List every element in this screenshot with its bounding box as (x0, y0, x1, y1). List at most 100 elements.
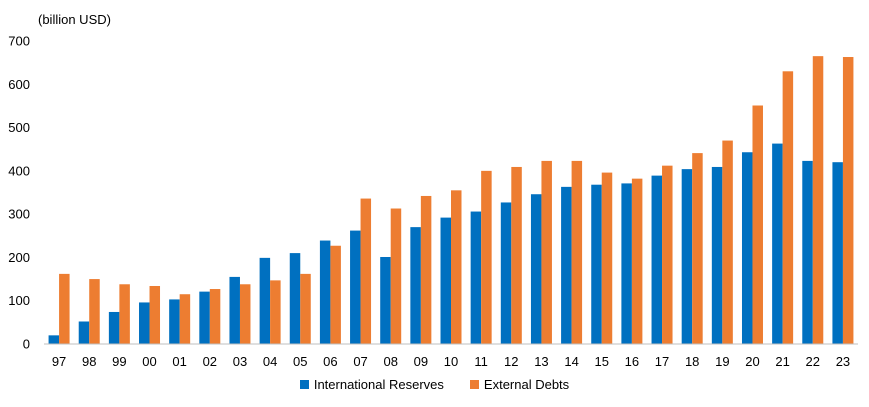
legend-label: External Debts (483, 377, 570, 392)
bar-external-debts (541, 160, 552, 344)
bar-external-debts (662, 165, 673, 344)
bar-international-reserves (681, 169, 693, 344)
x-tick-label: 06 (323, 354, 337, 369)
bar-external-debts (481, 170, 492, 344)
bar-external-debts (601, 172, 613, 344)
x-tick-label: 11 (474, 354, 488, 369)
bar-international-reserves (410, 227, 421, 344)
x-tick-label: 12 (504, 354, 518, 369)
bar-external-debts (782, 71, 794, 345)
bar-external-debts (119, 284, 130, 344)
x-tick-label: 02 (203, 354, 217, 369)
bar-external-debts (59, 273, 70, 344)
x-tick-label: 00 (142, 354, 156, 369)
x-tick-label: 16 (625, 354, 639, 369)
x-tick-label: 05 (293, 354, 307, 369)
bar-international-reserves (169, 299, 180, 344)
y-tick-label: 200 (8, 250, 30, 265)
bar-external-debts (390, 208, 402, 344)
y-tick-label: 400 (8, 163, 30, 178)
bar-external-debts (511, 166, 522, 344)
bar-external-debts (420, 195, 432, 344)
bar-international-reserves (289, 253, 301, 344)
x-tick-label: 22 (806, 354, 820, 369)
x-tick-label: 01 (172, 354, 186, 369)
bar-international-reserves (380, 256, 391, 344)
x-tick-label: 14 (564, 354, 578, 369)
x-tick-label: 13 (534, 354, 548, 369)
bar-international-reserves (741, 152, 753, 344)
bar-international-reserves (561, 186, 572, 344)
legend-swatch-blue (299, 380, 309, 389)
bar-international-reserves (229, 276, 240, 344)
bar-external-debts (360, 198, 372, 344)
y-tick-label: 0 (23, 337, 30, 352)
bar-international-reserves (470, 211, 482, 344)
x-tick-label: 19 (715, 354, 729, 369)
x-tick-label: 23 (836, 354, 850, 369)
bar-international-reserves (440, 217, 451, 344)
x-tick-label: 08 (383, 354, 397, 369)
bar-international-reserves (651, 175, 663, 344)
bar-international-reserves (772, 143, 783, 344)
x-axis-ticks: 97 98 99 00 01 02 03 04 05 06 07 08 09 10 11 12 13 14 15 16… (52, 354, 850, 369)
y-tick-label: 500 (8, 120, 30, 135)
y-axis-unit-label: (billion USD) (38, 12, 111, 27)
chart-legend: International Reserves External Debts (0, 377, 869, 392)
bar-international-reserves (802, 160, 813, 344)
bar-external-debts (451, 190, 462, 344)
x-tick-label: 04 (263, 354, 277, 369)
x-tick-label: 09 (414, 354, 428, 369)
bar-external-debts (149, 285, 161, 344)
bar-external-debts (239, 284, 251, 344)
x-tick-label: 20 (745, 354, 759, 369)
y-tick-label: 600 (8, 77, 30, 92)
bar-international-reserves (78, 321, 90, 344)
x-tick-label: 18 (685, 354, 699, 369)
x-tick-label: 15 (595, 354, 609, 369)
bar-international-reserves (319, 240, 331, 344)
x-tick-label: 03 (233, 354, 247, 369)
bar-external-debts (270, 280, 281, 344)
bar-external-debts (209, 289, 221, 344)
bar-series (48, 56, 854, 345)
x-tick-label: 10 (444, 354, 458, 369)
bar-external-debts (179, 294, 191, 344)
x-tick-label: 21 (775, 354, 789, 369)
bar-international-reserves (591, 184, 602, 344)
bar-international-reserves (711, 166, 723, 344)
bar-external-debts (330, 245, 341, 344)
bar-external-debts (692, 153, 703, 344)
x-tick-label: 99 (112, 354, 126, 369)
bar-international-reserves (500, 202, 512, 344)
x-tick-label: 07 (353, 354, 367, 369)
y-tick-label: 300 (8, 207, 30, 222)
bar-international-reserves (832, 162, 843, 344)
y-axis-ticks: 0 100 200 300 400 500 600 700 (8, 34, 30, 352)
bar-external-debts (752, 105, 763, 344)
legend-label: International Reserves (313, 377, 444, 392)
bar-external-debts (631, 178, 643, 344)
bar-external-debts (812, 56, 824, 345)
x-tick-label: 97 (52, 354, 66, 369)
legend-swatch-orange (469, 380, 479, 389)
bar-international-reserves (139, 302, 150, 344)
x-tick-label: 98 (82, 354, 96, 369)
bar-external-debts (571, 160, 583, 344)
bar-international-reserves (350, 230, 361, 344)
bar-international-reserves (621, 183, 632, 344)
bar-external-debts (842, 57, 854, 344)
bar-international-reserves (199, 291, 210, 344)
bar-international-reserves (530, 194, 542, 344)
bar-international-reserves (259, 257, 271, 344)
bar-international-reserves (48, 335, 60, 344)
bar-external-debts (722, 140, 733, 344)
y-tick-label: 100 (8, 293, 30, 308)
x-tick-label: 17 (655, 354, 669, 369)
bar-international-reserves (108, 311, 120, 344)
bar-external-debts (300, 273, 311, 344)
legend-item-international-reserves: International Reserves (299, 377, 444, 392)
bar-external-debts (89, 279, 100, 344)
legend-item-external-debts: External Debts (469, 377, 570, 392)
